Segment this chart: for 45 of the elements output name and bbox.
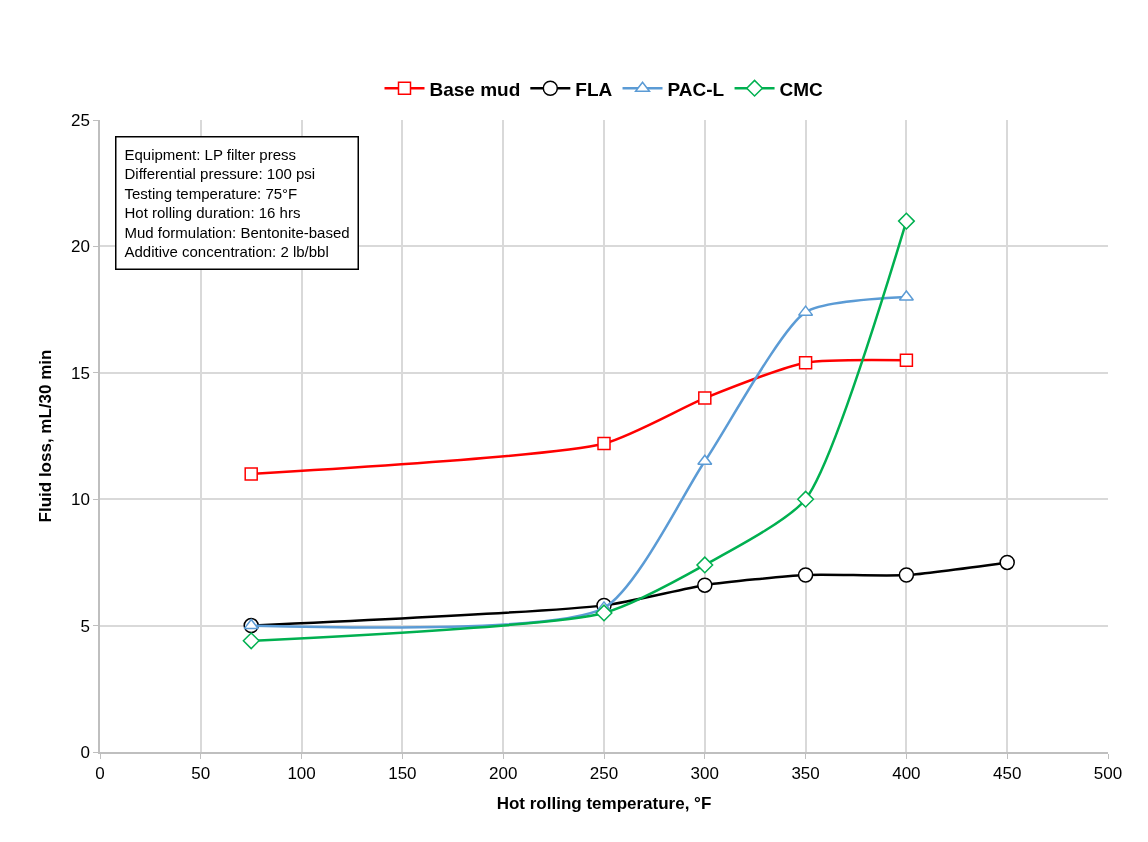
y-tick-label: 20: [70, 237, 90, 257]
x-tick-label: 250: [589, 764, 619, 784]
point: [698, 391, 712, 405]
legend-label: Base mud: [429, 78, 521, 100]
x-tick-label: 450: [993, 764, 1022, 784]
y-tick-label: 25: [70, 110, 90, 130]
x-tick-label: 400: [892, 764, 921, 784]
point: [595, 604, 613, 622]
point: [697, 454, 713, 466]
x-tick-label: 300: [690, 764, 719, 784]
point: [798, 355, 813, 370]
point: [243, 618, 259, 630]
y-tick-label: 10: [70, 490, 90, 510]
annotation: Equipment: LP filter press: [124, 145, 296, 163]
point: [697, 577, 713, 593]
point: [797, 567, 814, 583]
y-axis-title: Fluid loss, mL/30 min: [35, 349, 55, 523]
legend-label: PAC-L: [667, 78, 725, 100]
point: [897, 212, 915, 230]
annotation: Additive concentration: 2 lb/bbl: [124, 243, 329, 260]
y-tick-label: 15: [70, 363, 90, 383]
y-tick-label: 0: [80, 742, 90, 762]
point: [696, 556, 714, 574]
point: [242, 632, 260, 650]
x-tick-label: 500: [1093, 764, 1123, 784]
point: [244, 467, 258, 481]
annotation: Mud formulation: Bentonite-based: [124, 223, 350, 241]
point: [797, 490, 815, 508]
x-tick-label: 100: [287, 764, 316, 784]
legend-label: CMC: [779, 78, 824, 100]
x-tick-label: 350: [791, 764, 820, 784]
point: [899, 353, 914, 367]
annotation: Hot rolling duration: 16 hrs: [124, 204, 301, 221]
point: [898, 567, 915, 583]
x-tick-label: 200: [489, 764, 518, 784]
annotation: Testing temperature: 75°F: [124, 184, 298, 202]
point: [597, 436, 611, 451]
annotation: Differential pressure: 100 psi: [124, 165, 316, 182]
y-tick-label: 5: [80, 616, 90, 636]
x-tick-label: 0: [95, 764, 105, 784]
legend-label: FLA: [575, 78, 613, 100]
x-axis-title: Hot rolling temperature, °F: [496, 794, 712, 814]
x-tick-label: 50: [191, 764, 211, 784]
x-tick-label: 150: [388, 764, 417, 784]
point: [999, 554, 1015, 571]
